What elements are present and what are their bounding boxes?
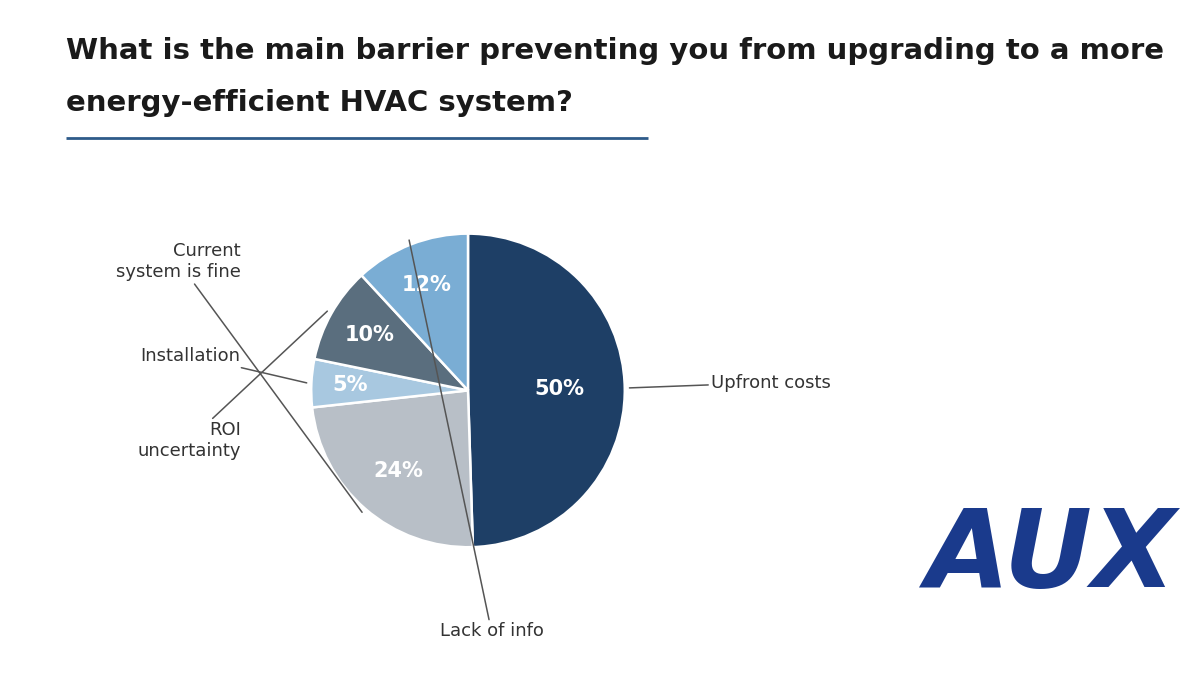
Text: 24%: 24%	[373, 461, 424, 481]
Text: Installation: Installation	[140, 347, 307, 383]
Wedge shape	[314, 275, 468, 390]
Text: What is the main barrier preventing you from upgrading to a more: What is the main barrier preventing you …	[66, 37, 1164, 65]
Text: 12%: 12%	[402, 275, 451, 295]
Text: Lack of info: Lack of info	[409, 240, 544, 641]
Text: Current
system is fine: Current system is fine	[116, 242, 362, 512]
Wedge shape	[311, 359, 468, 408]
Wedge shape	[468, 234, 625, 547]
Text: 50%: 50%	[534, 379, 584, 399]
Text: energy-efficient HVAC system?: energy-efficient HVAC system?	[66, 89, 572, 117]
Text: Upfront costs: Upfront costs	[630, 373, 830, 392]
Text: 10%: 10%	[344, 325, 395, 345]
Text: ROI
uncertainty: ROI uncertainty	[137, 311, 328, 460]
Wedge shape	[312, 390, 473, 547]
Text: AUX: AUX	[925, 504, 1175, 610]
Wedge shape	[361, 234, 468, 390]
Text: 5%: 5%	[332, 375, 368, 395]
